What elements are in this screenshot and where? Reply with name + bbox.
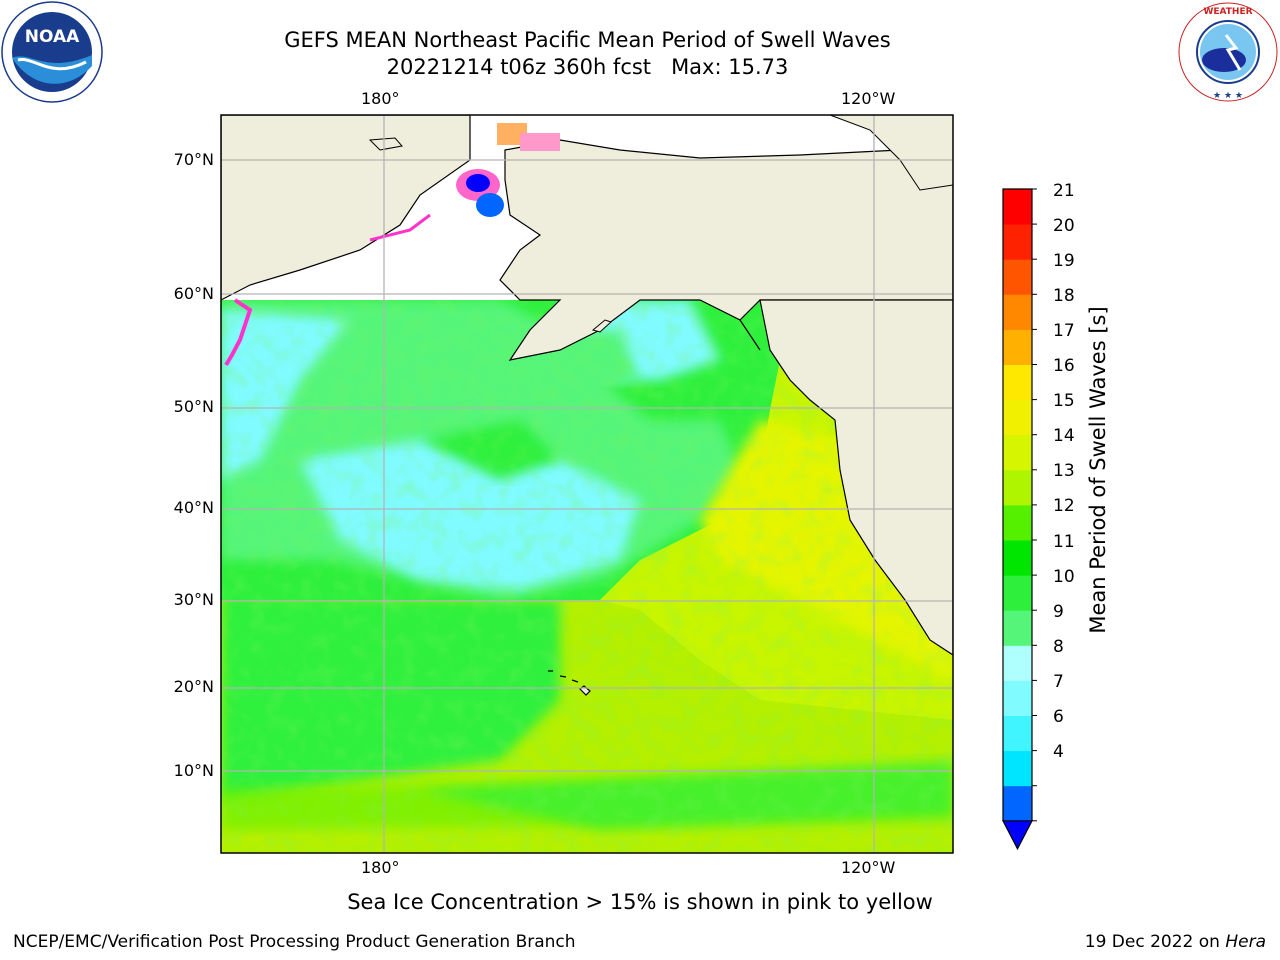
colorbar-tick: 16 xyxy=(1053,356,1075,376)
sea-ice-edge xyxy=(224,298,253,367)
lat-label-70n: 70°N xyxy=(173,150,214,169)
chart-title: GEFS MEAN Northeast Pacific Mean Period … xyxy=(284,28,891,52)
svg-text:WEATHER: WEATHER xyxy=(1203,7,1252,17)
lat-label-60n: 60°N xyxy=(173,284,214,303)
colorbar-tick: 19 xyxy=(1053,251,1075,271)
colorbar-segment xyxy=(1003,540,1032,576)
colorbar-segment xyxy=(1003,645,1032,681)
lat-label-40n: 40°N xyxy=(173,498,214,517)
colorbar-segment xyxy=(1003,680,1032,716)
colorbar-tick: 10 xyxy=(1053,567,1075,587)
arctic-canada xyxy=(829,115,953,191)
colorbar-tick: 17 xyxy=(1053,321,1075,341)
colorbar-segment xyxy=(1003,785,1032,822)
map-frame xyxy=(220,114,954,854)
colorbar-tick: 18 xyxy=(1053,286,1075,306)
colorbar-segment xyxy=(1003,224,1032,260)
hawaii-islands xyxy=(548,670,591,696)
lat-label-10n: 10°N xyxy=(173,761,214,780)
colorbar-segment xyxy=(1003,504,1032,541)
lon-label-180-bottom: 180° xyxy=(361,858,400,877)
colorbar-segment xyxy=(1003,364,1032,401)
sea-ice-patch xyxy=(476,193,504,217)
footer-date-text: 19 Dec 2022 on xyxy=(1084,932,1226,952)
lat-label-20n: 20°N xyxy=(173,677,214,696)
lat-label-50n: 50°N xyxy=(173,397,214,416)
colorbar-segment xyxy=(1003,434,1032,471)
sea-ice-note: Sea Ice Concentration > 15% is shown in … xyxy=(347,890,933,914)
colorbar-segment xyxy=(1003,329,1032,365)
colorbar-tick: 7 xyxy=(1053,672,1064,692)
colorbar-tick: 8 xyxy=(1053,637,1064,657)
colorbar-segment xyxy=(1003,469,1032,506)
north-america-landmass xyxy=(759,299,953,656)
colorbar-tick: 13 xyxy=(1053,461,1075,481)
footer-host: Hera xyxy=(1225,932,1266,952)
map-field xyxy=(221,115,953,853)
colorbar-extend-arrow xyxy=(1002,820,1033,851)
colorbar-segment xyxy=(1003,575,1032,611)
noaa-logo: NOAA xyxy=(1,1,103,103)
lat-label-30n: 30°N xyxy=(173,590,214,609)
footer-date: 19 Dec 2022 on Hera xyxy=(1085,932,1266,952)
colorbar-segment xyxy=(1003,610,1032,646)
st-lawrence-island xyxy=(368,137,403,151)
footer-credit: NCEP/EMC/Verification Post Processing Pr… xyxy=(13,932,576,952)
chart-subtitle: 20221214 t06z 360h fcst Max: 15.73 xyxy=(386,55,789,79)
colorbar-tick: 21 xyxy=(1053,181,1075,201)
colorbar-tick: 9 xyxy=(1053,602,1064,622)
colorbar-tick: 15 xyxy=(1053,391,1075,411)
colorbar-tick: 4 xyxy=(1053,742,1064,762)
sea-ice-patch xyxy=(497,123,527,145)
colorbar-segment xyxy=(1003,259,1032,295)
colorbar-segment xyxy=(1003,189,1032,225)
colorbar-tick: 6 xyxy=(1053,707,1064,727)
colorbar-title-text: Mean Period of Swell Waves [s] xyxy=(1086,306,1110,634)
nws-logo: WEATHER ★ ★ ★ xyxy=(1178,2,1278,102)
sea-ice-edge xyxy=(369,213,431,242)
colorbar-tick: 20 xyxy=(1053,216,1075,236)
colorbar-segment xyxy=(1003,715,1032,752)
alaska-landmass xyxy=(499,139,953,361)
colorbar-tick: 12 xyxy=(1053,496,1075,516)
svg-text:★ ★ ★: ★ ★ ★ xyxy=(1213,91,1243,101)
colorbar-segment xyxy=(1003,750,1032,787)
colorbar-segment xyxy=(1003,294,1032,330)
svg-text:NOAA: NOAA xyxy=(25,27,80,47)
colorbar-tick: 14 xyxy=(1053,426,1075,446)
sea-ice-patch xyxy=(520,133,560,151)
colorbar-tick: 11 xyxy=(1053,532,1075,552)
kodiak-island xyxy=(591,319,612,333)
sea-ice-patch xyxy=(466,174,490,192)
lon-label-120w-top: 120°W xyxy=(841,89,896,108)
lon-label-180-top: 180° xyxy=(361,89,400,108)
lon-label-120w-bottom: 120°W xyxy=(841,858,896,877)
colorbar-segment xyxy=(1003,399,1032,436)
